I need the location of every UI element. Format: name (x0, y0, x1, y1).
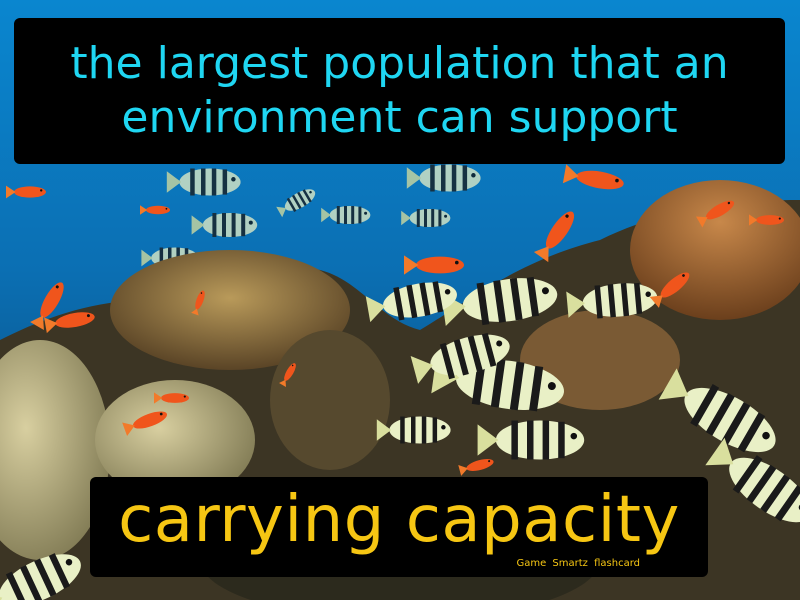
term-card: carrying capacity Game Smartz flashcard (90, 477, 708, 577)
term-text: carrying capacity (118, 483, 680, 557)
definition-card: the largest population that an environme… (14, 18, 785, 164)
definition-text: the largest population that an environme… (70, 38, 729, 143)
brand-label: Game Smartz flashcard (516, 558, 640, 569)
